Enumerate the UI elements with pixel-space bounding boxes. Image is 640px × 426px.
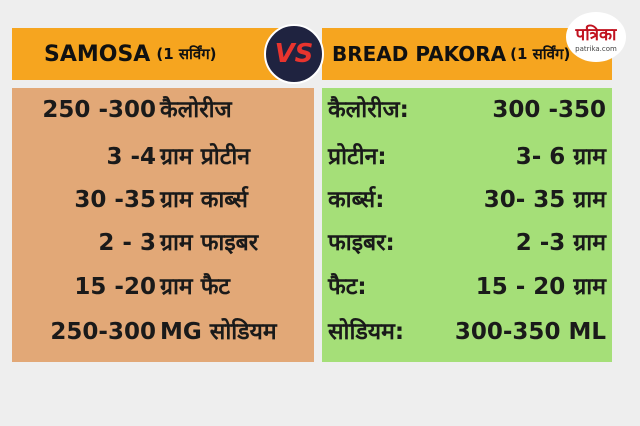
left-amount: 250-300 (50, 319, 156, 345)
right-label: कैलोरीज: (328, 97, 409, 123)
right-amount: 15 - 20 ग्राम (475, 274, 606, 300)
right-amount: 3- 6 ग्राम (515, 144, 606, 170)
left-label: ग्राम फाइबर (160, 230, 259, 256)
right-header: BREAD PAKORA (1 सर्विंग) (322, 28, 612, 80)
left-amount: 15 -20 (74, 274, 156, 300)
vs-badge: VS (264, 24, 324, 84)
logo-site: patrika.com (575, 45, 617, 53)
logo: पत्रिका patrika.com (566, 12, 626, 62)
left-amount: 30 -35 (74, 187, 156, 213)
right-amount: 2 -3 ग्राम (515, 230, 606, 256)
right-panel: कैलोरीज: 300 -350 प्रोटीन: 3- 6 ग्राम कार्ब्… (322, 88, 612, 362)
right-label: फैट: (328, 274, 367, 300)
right-serving: (1 सर्विंग) (510, 45, 571, 63)
left-header: SAMOSA (1 सर्विंग) (12, 28, 290, 80)
left-serving: (1 सर्विंग) (156, 45, 217, 63)
left-panel: 250 -300 कैलोरीज 3 -4 ग्राम प्रोटीन 30 -35 ग्… (12, 88, 314, 362)
left-amount: 250 -300 (42, 97, 156, 123)
left-title: SAMOSA (44, 41, 151, 67)
left-amount: 2 - 3 (98, 230, 156, 256)
right-amount: 300-350 ML (454, 319, 606, 345)
logo-name: पत्रिका (575, 25, 617, 45)
right-label: फाइबर: (328, 230, 395, 256)
vs-text: VS (274, 39, 314, 69)
right-label: सोडियम: (328, 319, 405, 345)
right-label: प्रोटीन: (328, 144, 387, 170)
right-amount: 30- 35 ग्राम (483, 187, 606, 213)
right-label: कार्ब्स: (328, 187, 385, 213)
right-title: BREAD PAKORA (332, 42, 507, 66)
left-label: कैलोरीज (160, 97, 232, 123)
right-amount: 300 -350 (492, 97, 606, 123)
left-label: ग्राम फैट (160, 274, 231, 300)
left-label: ग्राम प्रोटीन (160, 144, 251, 170)
left-label: MG सोडियम (160, 319, 277, 345)
left-label: ग्राम कार्ब्स (160, 187, 248, 213)
left-amount: 3 -4 (106, 144, 156, 170)
